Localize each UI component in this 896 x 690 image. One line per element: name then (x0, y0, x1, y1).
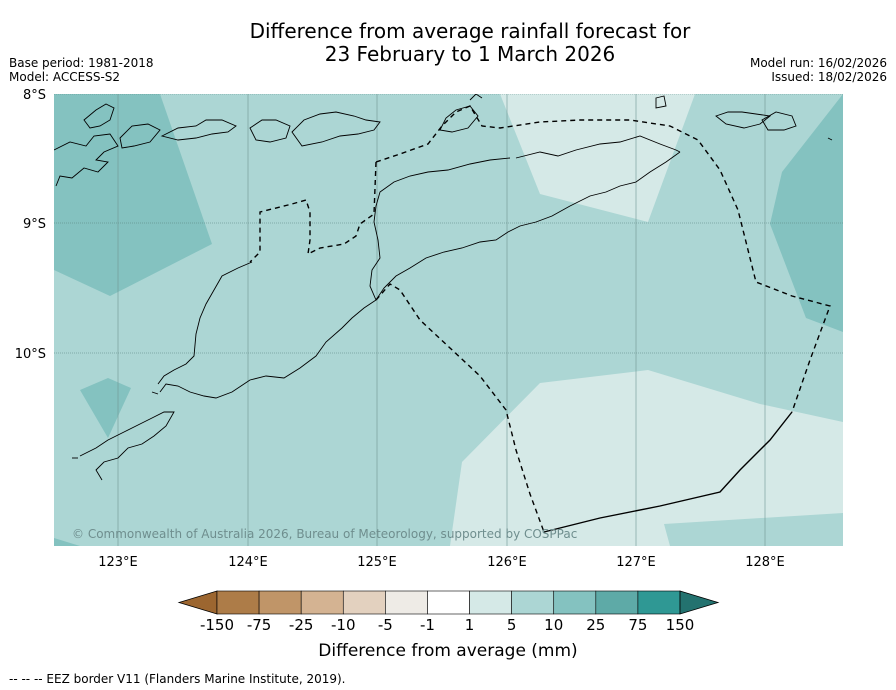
colorbar-tick-label: -10 (331, 616, 356, 634)
coastline-island-3 (249, 119, 291, 143)
eez-line-solid (543, 411, 793, 533)
eez-line-north (375, 105, 831, 413)
lon-label-125e: 125°E (357, 555, 397, 570)
coastline-islet-3 (827, 137, 833, 141)
colorbar-tick-label: -5 (377, 616, 393, 634)
coastline-leti-islands (715, 111, 772, 129)
colorbar-title: Difference from average (mm) (318, 641, 578, 661)
coastline-atauro (439, 105, 479, 133)
map-credit: © Commonwealth of Australia 2026, Bureau… (72, 527, 577, 541)
lon-label-123e: 123°E (98, 555, 138, 570)
region-10-to-25mm-northwest (54, 94, 212, 296)
colorbar-tick-label: -25 (288, 616, 314, 634)
colorbar-swatch (258, 590, 302, 615)
colorbar-tick-label: 25 (586, 616, 606, 634)
coastline-wetar (291, 111, 381, 147)
colorbar-tick-label: -75 (246, 616, 272, 634)
colorbar-swatch (637, 590, 681, 615)
colorbar-swatch (300, 590, 344, 615)
region-1-to-5mm-south (450, 370, 843, 546)
coastline-islet (469, 94, 483, 101)
colorbar-swatch (385, 590, 428, 615)
coastline-timor-north (515, 135, 681, 159)
eez-line-south (375, 283, 545, 533)
colorbar-swatch (469, 590, 512, 615)
lon-label-128e: 128°E (745, 555, 785, 570)
latitude-labels: 8°S 9°S 10°S (15, 88, 46, 362)
colorbar (177, 590, 720, 615)
region-10-to-25mm-east (770, 94, 843, 332)
colorbar-tick-label: 5 (506, 616, 517, 634)
coastline-islet-5 (151, 391, 159, 395)
colorbar-extend-low (177, 590, 218, 615)
region-10-to-25mm-southwest (54, 538, 80, 546)
longitude-labels: 123°E 124°E 125°E 126°E 127°E 128°E (98, 555, 785, 570)
colorbar-extend-high (679, 590, 720, 615)
lon-label-127e: 127°E (616, 555, 656, 570)
title-line-1: Difference from average rainfall forecas… (249, 19, 691, 43)
lat-label-8s: 8°S (23, 88, 46, 103)
meridians (117, 94, 766, 546)
issued-date: Issued: 18/02/2026 (771, 70, 887, 84)
colorbar-swatch (216, 590, 260, 615)
meta-right: Model run: 16/02/2026 Issued: 18/02/2026 (750, 56, 887, 84)
lat-label-10s: 10°S (15, 347, 46, 362)
coastline-small-island-2 (119, 123, 161, 149)
coastlines (54, 94, 833, 481)
colorbar-tick-label: 1 (464, 616, 475, 634)
model-name: Model: ACCESS-S2 (9, 70, 121, 84)
lon-label-126e: 126°E (487, 555, 527, 570)
colorbar-tick-label: -1 (419, 616, 435, 634)
coastline-rote (79, 411, 175, 481)
coastline-small-island-1 (83, 103, 115, 129)
coastline-flores-east (54, 133, 119, 187)
colorbar-tick-label: 10 (544, 616, 564, 634)
colorbar-swatch (342, 590, 386, 615)
coastline-timor-west (159, 299, 377, 399)
region-1-to-5mm-north (500, 94, 695, 222)
lon-label-124e: 124°E (228, 555, 268, 570)
map-title: Difference from average rainfall forecas… (0, 20, 896, 66)
model-run: Model run: 16/02/2026 (749, 56, 887, 70)
coastline-timor-north-west (369, 157, 511, 301)
colorbar-tick-label: 75 (628, 616, 648, 634)
title-line-2: 23 February to 1 March 2026 (324, 42, 616, 66)
coastline-alor-islands (160, 119, 237, 141)
lat-label-9s: 9°S (23, 217, 46, 232)
eez-legend: -- -- -- EEZ border V11 (Flanders Marine… (9, 672, 346, 686)
colorbar-tick-label: 150 (665, 616, 695, 634)
colorbar-swatch (553, 590, 597, 615)
map-area: © Commonwealth of Australia 2026, Bureau… (54, 94, 843, 546)
coastline-islet-2 (655, 95, 667, 109)
base-period: Base period: 1981-2018 (9, 56, 154, 70)
coastline-oecussi (157, 261, 253, 385)
meta-left: Base period: 1981-2018 Model: ACCESS-S2 (9, 56, 154, 84)
colorbar-swatch (427, 590, 470, 615)
eez-border (249, 105, 831, 533)
coastline-moa (761, 111, 797, 131)
graticule (54, 94, 843, 354)
coastline-timor-south (375, 151, 681, 301)
colorbar-tick-label: -150 (199, 616, 235, 634)
colorbar-swatch (595, 590, 639, 615)
colorbar-swatch (511, 590, 555, 615)
